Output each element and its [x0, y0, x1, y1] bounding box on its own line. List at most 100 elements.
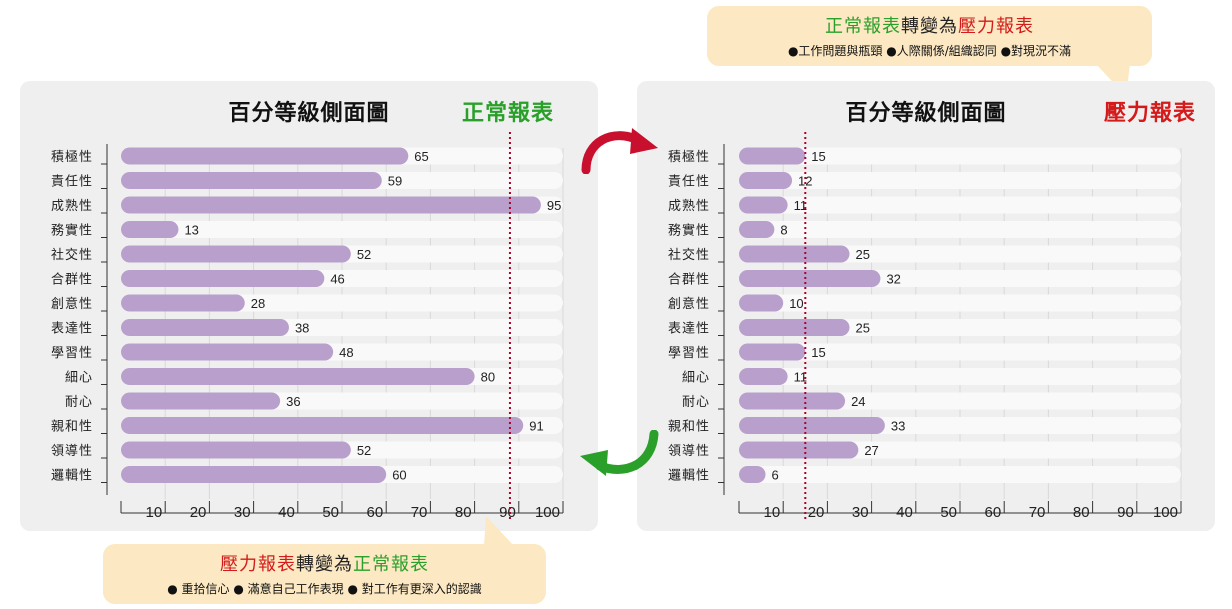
x-tick-label: 10: [764, 504, 781, 521]
category-label: 務實性: [668, 223, 710, 239]
x-tick-label: 40: [896, 504, 913, 521]
x-tick-label: 50: [940, 504, 957, 521]
bar-track: [739, 196, 1181, 214]
category-label: 社交性: [51, 247, 93, 263]
category-label: 親和性: [51, 420, 93, 435]
bar: [121, 294, 245, 312]
bar: [739, 172, 793, 189]
chart-badge-normal: 正常報表: [462, 101, 555, 126]
callout-title-to: 壓力報表: [958, 16, 1034, 37]
bar-track: [739, 343, 1181, 361]
bar-value-label: 46: [330, 272, 344, 287]
bar: [739, 270, 881, 287]
bar: [121, 441, 351, 459]
bar: [739, 466, 766, 483]
x-tick-label: 40: [278, 504, 295, 521]
category-label: 親和性: [668, 420, 710, 435]
category-label: 細心: [65, 371, 93, 386]
category-label: 學習性: [51, 346, 93, 361]
bar: [121, 343, 334, 361]
callout-notes: ● 重拾信心 ● 滿意自己工作表現 ● 對工作有更深入的認識: [167, 582, 482, 596]
chart-panel-normal: 百分等級側面圖 正常報表 65 積極性 59 責任性 95 成熟性 13 務實性 52 社交性 46…: [20, 81, 598, 531]
bar-value-label: 28: [251, 296, 265, 311]
bar: [121, 147, 409, 165]
category-label: 創意性: [668, 296, 710, 312]
x-tick-label: 80: [455, 504, 472, 521]
callout-title-from: 壓力報表: [220, 554, 296, 575]
category-label: 務實性: [51, 223, 93, 239]
bar-value-label: 91: [529, 419, 543, 434]
category-label: 學習性: [668, 346, 710, 361]
bar: [739, 147, 806, 165]
chart-badge-stress: 壓力報表: [1104, 101, 1197, 126]
x-tick-label: 90: [499, 504, 516, 521]
chart-panel-stress: 百分等級側面圖 壓力報表 15 積極性 12 責任性 11 成熟性 8 務實性 25 社交性 32 合…: [637, 81, 1215, 531]
category-label: 領導性: [668, 443, 710, 459]
bar-track: [739, 466, 1181, 483]
bar-value-label: 33: [891, 419, 905, 434]
bar-value-label: 36: [286, 394, 300, 409]
bar-value-label: 6: [772, 468, 779, 483]
callout-title: 正常報表轉變為壓力報表: [707, 12, 1152, 38]
category-label: 積極性: [51, 149, 93, 165]
x-tick-label: 20: [808, 504, 825, 521]
category-label: 合群性: [668, 273, 710, 288]
bar: [739, 368, 788, 385]
bar: [121, 417, 524, 434]
bar-track: [739, 368, 1181, 385]
bar: [739, 245, 850, 263]
bar-value-label: 11: [794, 370, 808, 385]
bar: [121, 196, 541, 214]
bar-track: [739, 245, 1181, 263]
category-label: 責任性: [668, 175, 710, 190]
callout-title-mid: 轉變為: [901, 16, 958, 37]
bar: [739, 441, 859, 459]
chart-title: 百分等級側面圖: [228, 101, 390, 126]
bar: [121, 245, 351, 263]
category-label: 耐心: [682, 395, 710, 410]
green-cycle-arrow-icon: [580, 430, 659, 476]
bar-value-label: 24: [851, 394, 865, 409]
bar: [739, 319, 850, 336]
bar-value-label: 15: [811, 149, 825, 164]
bar-value-label: 59: [388, 174, 402, 189]
bar: [121, 319, 289, 336]
x-tick-label: 80: [1073, 504, 1090, 521]
bar-value-label: 65: [414, 149, 428, 164]
bar-value-label: 38: [295, 321, 309, 336]
bar: [739, 343, 806, 361]
bar: [121, 172, 382, 189]
bar-value-label: 10: [789, 296, 803, 311]
x-tick-label: 60: [367, 504, 384, 521]
category-label: 邏輯性: [51, 469, 93, 484]
bar-value-label: 25: [856, 321, 870, 336]
chart-right-svg: 15 積極性 12 責任性 11 成熟性 8 務實性 25 社交性 32 合群性 10 創意性 25 表達性 1…: [668, 132, 1182, 521]
category-label: 合群性: [51, 273, 93, 288]
bar-value-label: 48: [339, 345, 353, 360]
bar: [739, 221, 775, 238]
bar: [121, 270, 325, 287]
bar-track: [739, 294, 1181, 312]
bar-value-label: 80: [481, 370, 495, 385]
bar: [739, 392, 846, 410]
x-tick-label: 10: [146, 504, 163, 521]
bar: [739, 417, 885, 434]
bar-value-label: 13: [184, 223, 198, 238]
category-label: 邏輯性: [668, 469, 710, 484]
bar: [121, 368, 475, 385]
callout-title-from: 正常報表: [825, 16, 901, 37]
bar-track: [121, 221, 563, 238]
bar-track: [739, 172, 1181, 189]
bar-value-label: 27: [864, 443, 878, 458]
bar-track: [739, 147, 1181, 165]
category-label: 細心: [682, 371, 710, 386]
category-label: 耐心: [65, 395, 93, 410]
chart-left-svg: 65 積極性 59 責任性 95 成熟性 13 務實性 52 社交性 46 合群性 28 創意性 38 表達性…: [51, 132, 564, 521]
x-tick-label: 70: [1029, 504, 1046, 521]
bar-value-label: 8: [780, 223, 787, 238]
bar-value-label: 60: [392, 468, 406, 483]
x-tick-label: 100: [1153, 504, 1178, 521]
bar: [121, 392, 281, 410]
bar-value-label: 15: [811, 345, 825, 360]
callout-notes: ●工作問題與瓶頸 ●人際關係/組織認同 ●對現況不滿: [787, 44, 1072, 58]
